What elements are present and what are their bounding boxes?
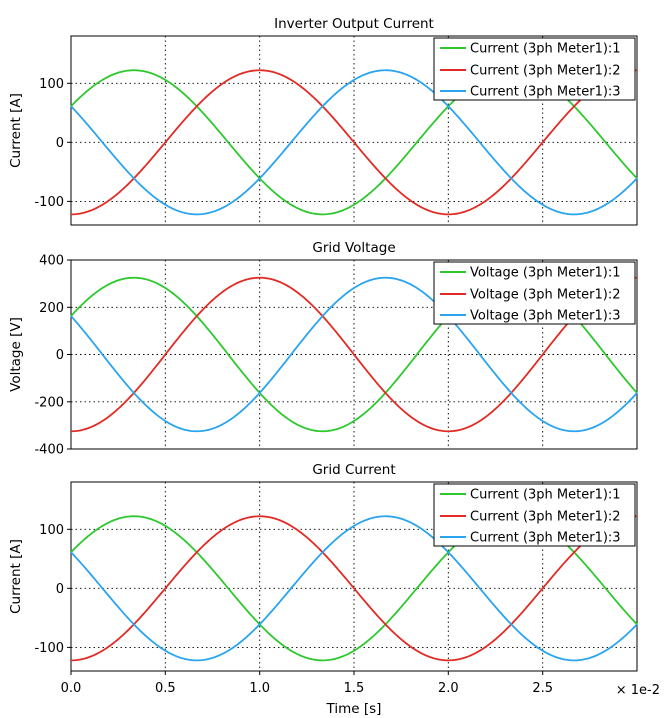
panel-title: Grid Voltage xyxy=(312,240,395,256)
x-tick-label: 1.0 xyxy=(249,681,270,696)
x-tick-label: 2.0 xyxy=(438,681,459,696)
y-tick-label: 0 xyxy=(56,348,64,363)
legend-label-3: Current (3ph Meter1):3 xyxy=(470,531,621,546)
panel-grid-current: Grid Current -100 0 100 Current [A] Curr… xyxy=(8,462,638,672)
legend-label-1: Current (3ph Meter1):1 xyxy=(470,488,621,503)
legend: Voltage (3ph Meter1):1 Voltage (3ph Mete… xyxy=(433,261,636,325)
y-axis-label: Voltage [V] xyxy=(8,317,24,392)
legend-label-3: Current (3ph Meter1):3 xyxy=(470,85,621,100)
legend-box xyxy=(433,483,636,547)
y-tick-labels: -100 0 100 xyxy=(34,523,64,656)
x-tick-label: 2.5 xyxy=(532,681,553,696)
panel-grid-voltage: Grid Voltage -400 -200 0 200 400 Voltage… xyxy=(8,240,638,458)
y-tick-label: 0 xyxy=(56,136,64,151)
panel-title: Grid Current xyxy=(312,462,395,478)
y-tick-label: -100 xyxy=(34,641,64,656)
y-tick-label: 0 xyxy=(56,582,64,597)
panel-title: Inverter Output Current xyxy=(274,16,434,32)
legend-label-2: Current (3ph Meter1):2 xyxy=(470,64,621,79)
x-tick-label: 0.0 xyxy=(61,681,82,696)
legend-label-3: Voltage (3ph Meter1):3 xyxy=(470,309,621,324)
legend: Current (3ph Meter1):1 Current (3ph Mete… xyxy=(433,483,636,547)
series-line xyxy=(70,69,638,216)
x-scale-label: × 1e-2 xyxy=(616,683,660,698)
y-tick-labels: -400 -200 0 200 400 xyxy=(34,254,64,458)
series-line xyxy=(70,276,638,433)
y-tick-label: -200 xyxy=(34,395,64,410)
legend-box xyxy=(433,37,636,101)
y-tick-label: 100 xyxy=(39,523,64,538)
legend-label-1: Voltage (3ph Meter1):1 xyxy=(470,266,621,281)
legend-box xyxy=(433,261,636,325)
series-line xyxy=(70,515,638,662)
y-tick-label: 100 xyxy=(39,77,64,92)
y-tick-label: 400 xyxy=(39,254,64,269)
series-line xyxy=(70,69,638,216)
x-axis-label: Time [s] xyxy=(326,701,382,717)
x-tick-labels: 0.0 0.5 1.0 1.5 2.0 2.5 xyxy=(61,681,553,696)
y-tick-labels: -100 0 100 xyxy=(34,77,64,210)
legend: Current (3ph Meter1):1 Current (3ph Mete… xyxy=(433,37,636,101)
y-axis-label: Current [A] xyxy=(8,539,24,614)
y-axis-label: Current [A] xyxy=(8,93,24,168)
legend-label-2: Current (3ph Meter1):2 xyxy=(470,510,621,525)
legend-label-1: Current (3ph Meter1):1 xyxy=(470,42,621,57)
y-tick-label: 200 xyxy=(39,301,64,316)
series-line xyxy=(70,515,638,662)
y-tick-label: -400 xyxy=(34,443,64,458)
x-tick-label: 0.5 xyxy=(155,681,176,696)
series-line xyxy=(70,276,638,433)
legend-label-2: Voltage (3ph Meter1):2 xyxy=(470,288,621,303)
panel-inverter-output-current: Inverter Output Current -100 0 100 Curre… xyxy=(8,16,638,226)
y-tick-label: -100 xyxy=(34,195,64,210)
x-tick-label: 1.5 xyxy=(344,681,365,696)
grid-layer xyxy=(71,482,637,671)
